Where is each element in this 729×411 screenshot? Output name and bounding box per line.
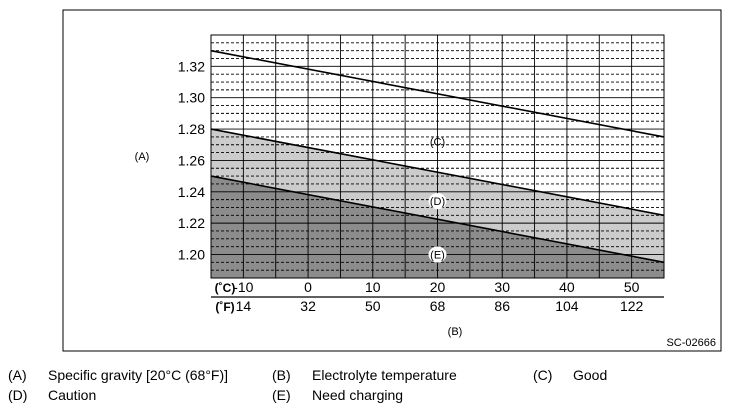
legend-item-b: (B) Electrolyte temperature: [272, 367, 457, 383]
y-tick-labels: 1.32 1.30 1.28 1.26 1.24 1.22 1.20: [178, 58, 205, 262]
y-tick-label: 1.26: [178, 152, 205, 168]
series-line-1: [210, 49, 665, 138]
legend-item-c: (C) Good: [533, 367, 607, 383]
y-tick-label: 1.22: [178, 215, 205, 231]
x-tick-label-fahrenheit: 104: [555, 298, 579, 314]
region-label-badge: [428, 193, 447, 210]
x-tick-label-celsius: -10: [233, 279, 253, 295]
x-tick-label-celsius: 50: [624, 279, 640, 295]
legend-text-e: Need charging: [312, 387, 404, 403]
x-tick-label-fahrenheit: 50: [365, 298, 381, 314]
figure-code: SC-02666: [666, 337, 716, 349]
legend-text-d: Caution: [48, 387, 97, 403]
x-tick-label-celsius: 40: [559, 279, 575, 295]
legend-row-1: (A) Specific gravity [20°C (68°F)] (B) Ele…: [0, 367, 729, 387]
outer-frame: [62, 9, 722, 352]
legend-key-e: (E): [272, 387, 291, 403]
region-label: (E): [430, 249, 445, 261]
y-tick-label: 1.24: [178, 184, 205, 200]
x-tick-label-celsius: 0: [304, 279, 312, 295]
legend-key-a: (A): [8, 367, 27, 383]
fahrenheit-unit-label: (˚F): [215, 300, 234, 314]
y-axis-label: (A): [135, 151, 150, 163]
series-lines: [210, 49, 665, 264]
legend-key-c: (C): [533, 367, 553, 383]
region-label: (C): [430, 137, 445, 149]
legend-item-d: (D) Caution: [8, 387, 96, 403]
x-tick-label-celsius: 20: [430, 279, 446, 295]
x-tick-label-fahrenheit: 14: [236, 298, 252, 314]
y-tick-label: 1.30: [178, 90, 205, 106]
x-tick-label-celsius: 10: [365, 279, 381, 295]
x-tick-label-fahrenheit: 32: [300, 298, 316, 314]
x-tick-label-fahrenheit: 68: [430, 298, 446, 314]
celsius-unit-label: (˚C): [215, 281, 236, 295]
legend-key-b: (B): [272, 367, 291, 383]
region-label-badge: [428, 246, 447, 263]
grid-lines: [210, 34, 665, 279]
legend-item-e: (E) Need charging: [272, 387, 403, 403]
series-line-2: [210, 128, 665, 217]
plot-border: [210, 34, 665, 279]
legend-row-2: (D) Caution (E) Need charging: [0, 387, 729, 407]
x-tick-label-fahrenheit: 86: [494, 298, 510, 314]
x-tick-label-fahrenheit: 122: [620, 298, 644, 314]
y-tick-label: 1.20: [178, 246, 205, 262]
y-tick-label: 1.28: [178, 121, 205, 137]
region-label: (D): [430, 196, 445, 208]
series-line-3: [210, 175, 665, 264]
y-tick-label: 1.32: [178, 58, 205, 74]
x-tick-labels: (˚C) (˚F) -10 14 0 32 10 50 20 68 30 86 40 104 50 122: [211, 279, 664, 314]
legend-key-d: (D): [8, 387, 28, 403]
legend-text-c: Good: [573, 367, 608, 383]
x-tick-label-celsius: 30: [494, 279, 510, 295]
legend-text-b: Electrolyte temperature: [312, 367, 457, 383]
x-axis-label: (B): [448, 326, 463, 338]
region-labels: (C) (D) (E): [428, 137, 447, 263]
legend-text-a: Specific gravity [20°C (68°F)]: [48, 367, 229, 383]
legend-item-a: (A) Specific gravity [20°C (68°F)]: [8, 367, 228, 383]
